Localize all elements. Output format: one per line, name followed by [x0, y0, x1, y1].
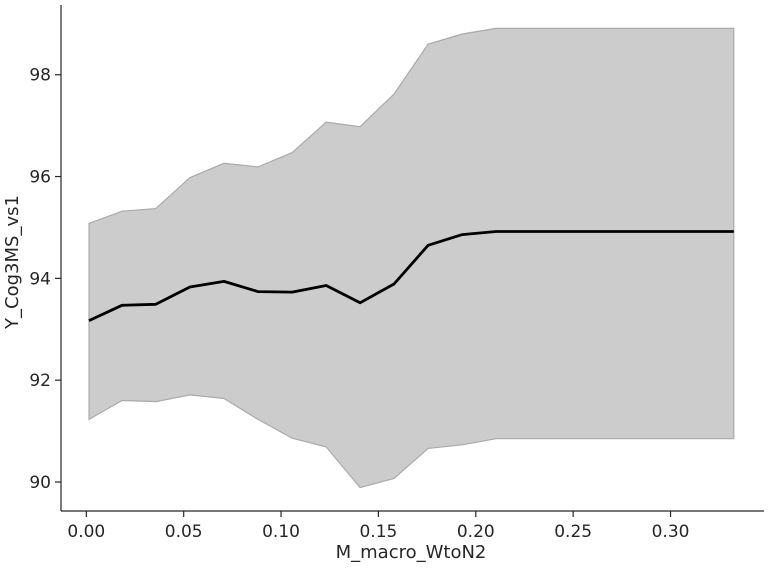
x-tick-label: 0.30 — [652, 522, 690, 542]
y-tick-label: 96 — [29, 168, 51, 188]
axes: 0.00 0.05 0.10 0.15 0.20 0.25 0.30 90 92 94 96 98 — [29, 5, 764, 542]
confidence-band — [88, 27, 735, 489]
x-axis-label: M_macro_WtoN2 — [336, 542, 487, 563]
x-tick-label: 0.00 — [67, 522, 105, 542]
x-tick-label: 0.15 — [359, 522, 397, 542]
y-axis-label: Y_Cog3MS_vs1 — [2, 195, 23, 330]
x-tick-label: 0.25 — [554, 522, 592, 542]
y-tick-label: 98 — [29, 66, 51, 86]
x-tick-label: 0.10 — [262, 522, 300, 542]
x-tick-label: 0.20 — [457, 522, 495, 542]
y-tick-label: 92 — [29, 371, 51, 391]
y-tick-label: 94 — [29, 269, 51, 289]
series-line — [88, 230, 734, 322]
y-tick-label: 90 — [29, 473, 51, 493]
x-tick-label: 0.05 — [165, 522, 203, 542]
plot-area — [88, 27, 735, 489]
